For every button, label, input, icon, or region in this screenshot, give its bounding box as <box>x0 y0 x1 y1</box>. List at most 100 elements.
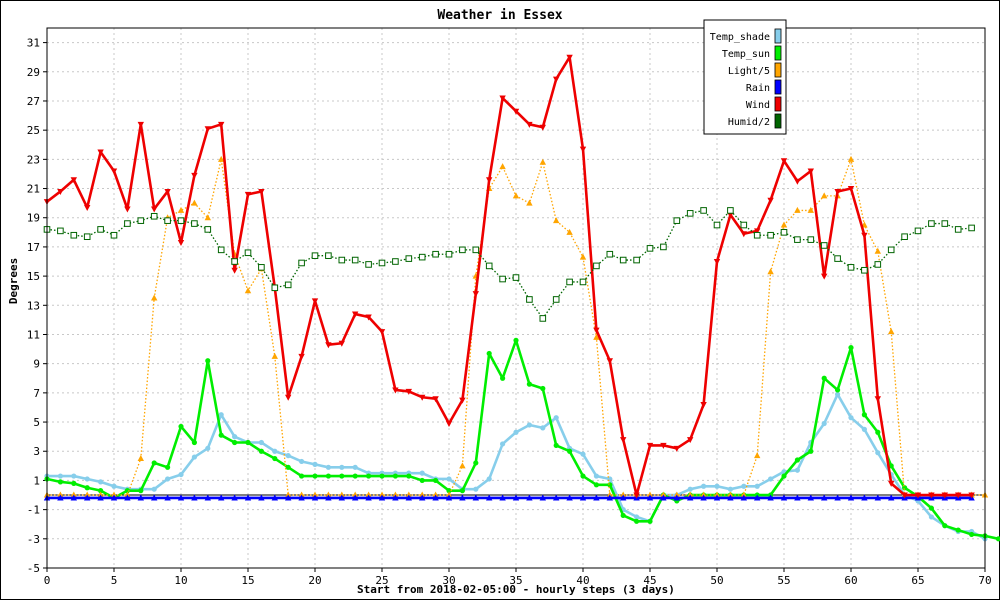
data-point <box>727 212 734 219</box>
data-point <box>888 328 895 335</box>
data-point <box>820 242 828 249</box>
data-point <box>84 485 90 491</box>
data-point <box>258 494 265 501</box>
data-point <box>969 531 975 538</box>
data-point <box>526 381 533 387</box>
data-point <box>84 476 90 482</box>
data-point <box>539 494 546 501</box>
data-point <box>579 253 587 260</box>
legend-swatch <box>774 28 782 44</box>
data-point <box>231 494 238 501</box>
data-point <box>606 494 613 501</box>
legend-label: Rain <box>746 83 770 94</box>
data-point <box>98 488 104 494</box>
data-point <box>954 226 962 233</box>
legend-swatch <box>774 113 782 129</box>
data-point <box>272 455 278 462</box>
data-point <box>446 488 452 494</box>
data-point <box>660 442 667 449</box>
data-point <box>874 261 882 268</box>
data-point <box>888 494 895 501</box>
x-tick-label: 45 <box>643 574 656 587</box>
data-point <box>311 252 319 259</box>
chart-title: Weather in Essex <box>437 8 562 23</box>
data-point <box>928 514 935 520</box>
y-tick-label: 21 <box>27 183 40 196</box>
data-point <box>540 385 546 392</box>
data-point <box>70 494 77 501</box>
data-point <box>995 536 1000 542</box>
y-tick-label: -5 <box>27 562 40 575</box>
data-point <box>177 240 185 247</box>
data-point <box>124 206 131 213</box>
data-point <box>606 358 613 365</box>
data-point <box>84 205 91 212</box>
data-point <box>138 488 144 494</box>
y-tick-label: 5 <box>33 416 40 429</box>
data-point <box>325 473 331 479</box>
data-point <box>218 494 225 501</box>
data-point <box>567 448 573 454</box>
data-point <box>392 258 399 265</box>
data-point <box>887 246 895 254</box>
data-point <box>553 415 559 421</box>
data-point <box>526 296 533 303</box>
data-point <box>459 488 465 494</box>
data-point <box>794 206 801 213</box>
data-point <box>821 273 828 280</box>
data-point <box>861 426 868 432</box>
data-point <box>191 494 198 501</box>
data-point <box>204 126 211 133</box>
data-point <box>780 158 788 165</box>
data-point <box>312 473 318 479</box>
data-point <box>365 314 372 321</box>
x-tick-label: 10 <box>174 574 187 587</box>
series-temp-sun <box>44 337 1000 542</box>
x-tick-label: 55 <box>777 574 790 587</box>
data-point <box>768 476 774 482</box>
data-point <box>472 246 480 254</box>
y-tick-label: 7 <box>33 387 40 400</box>
data-point <box>847 186 855 193</box>
x-tick-label: 35 <box>509 574 522 587</box>
data-point <box>459 397 466 404</box>
y-tick-label: 1 <box>33 474 40 487</box>
data-point <box>151 206 158 213</box>
data-point <box>713 221 721 229</box>
x-tick-label: 20 <box>308 574 321 587</box>
data-point <box>593 473 600 479</box>
data-point <box>244 191 252 198</box>
data-point <box>137 494 144 501</box>
y-tick-label: 31 <box>27 37 40 50</box>
data-point <box>941 220 949 227</box>
data-point <box>500 375 506 381</box>
x-tick-label: 50 <box>710 574 723 587</box>
data-point <box>499 163 506 170</box>
data-point <box>634 518 640 524</box>
data-point <box>942 523 948 529</box>
data-point <box>177 494 185 501</box>
data-point <box>164 494 171 501</box>
data-point <box>325 252 332 259</box>
data-point <box>124 488 130 494</box>
data-point <box>111 483 117 489</box>
data-point <box>473 460 479 466</box>
data-point <box>767 197 774 204</box>
data-point <box>164 188 171 195</box>
data-point <box>673 494 680 501</box>
data-point <box>861 494 868 501</box>
data-point <box>285 464 291 470</box>
data-point <box>500 441 506 447</box>
data-point <box>405 388 412 395</box>
x-tick-label: 25 <box>375 574 388 587</box>
data-point <box>110 231 118 239</box>
data-point <box>821 375 827 381</box>
data-point <box>727 207 734 214</box>
data-point <box>244 249 252 257</box>
data-point <box>874 247 881 254</box>
data-point <box>740 494 747 501</box>
data-point <box>821 494 828 501</box>
data-point <box>299 473 305 479</box>
data-point <box>607 482 613 488</box>
